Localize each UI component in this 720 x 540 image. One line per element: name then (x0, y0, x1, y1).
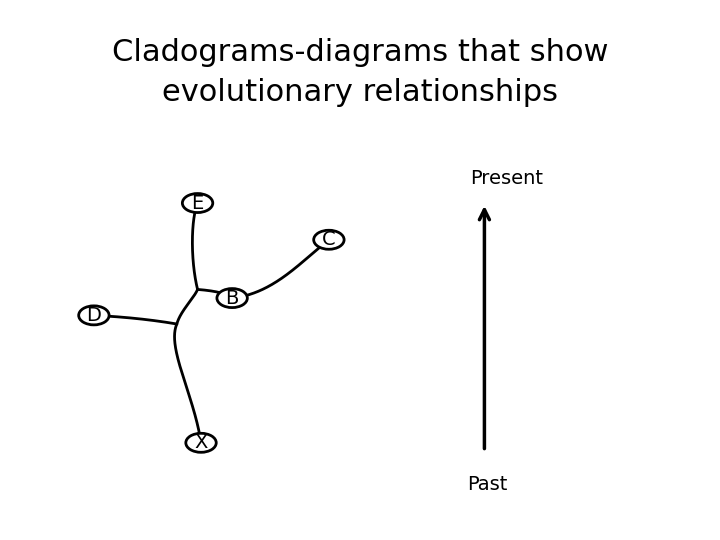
Text: E: E (192, 193, 204, 213)
Text: Present: Present (471, 169, 544, 188)
Text: Past: Past (467, 475, 508, 494)
Circle shape (78, 306, 109, 325)
Text: D: D (86, 306, 102, 325)
Circle shape (217, 288, 248, 308)
Text: B: B (225, 288, 239, 308)
Circle shape (314, 230, 344, 249)
Text: X: X (194, 433, 207, 453)
Text: C: C (322, 230, 336, 249)
Text: evolutionary relationships: evolutionary relationships (162, 78, 558, 107)
Text: Cladograms-diagrams that show: Cladograms-diagrams that show (112, 38, 608, 67)
Circle shape (186, 433, 216, 453)
Circle shape (182, 193, 213, 213)
